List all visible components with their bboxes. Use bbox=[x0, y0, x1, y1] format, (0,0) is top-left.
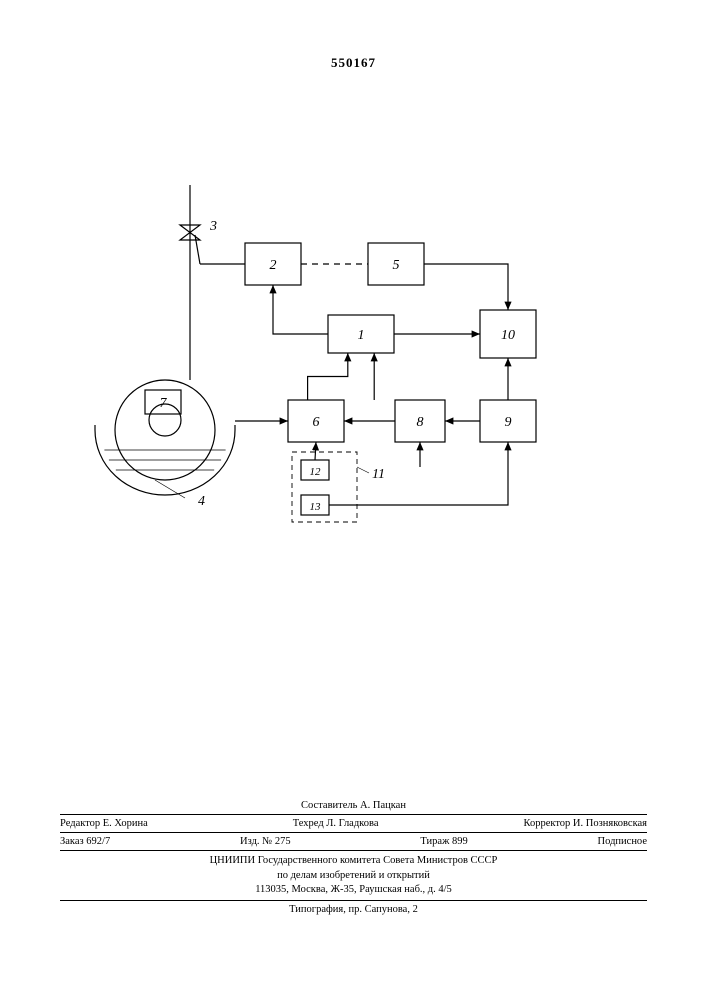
corrector: Корректор И. Позняковская bbox=[524, 818, 648, 829]
compiler-line: Составитель А. Пацкан bbox=[60, 800, 647, 814]
schematic-diagram: 34125106897121311 bbox=[60, 100, 620, 560]
org-line-2: по делам изобретений и открытий bbox=[60, 869, 647, 883]
imprint-footer: Составитель А. Пацкан Редактор Е. Хорина… bbox=[60, 800, 647, 915]
organization-block: ЦНИИПИ Государственного комитета Совета … bbox=[60, 850, 647, 897]
svg-text:10: 10 bbox=[501, 328, 515, 343]
svg-text:1: 1 bbox=[358, 328, 365, 343]
order-row: Заказ 692/7 Изд. № 275 Тираж 899 Подписн… bbox=[60, 832, 647, 850]
svg-text:12: 12 bbox=[310, 466, 322, 478]
tech-editor: Техред Л. Гладкова bbox=[293, 818, 379, 829]
svg-text:6: 6 bbox=[313, 415, 320, 430]
org-line-3: 113035, Москва, Ж-35, Раушская наб., д. … bbox=[60, 883, 647, 897]
edition-number: Изд. № 275 bbox=[240, 836, 291, 847]
svg-text:7: 7 bbox=[160, 396, 168, 411]
typography-line: Типография, пр. Сапунова, 2 bbox=[60, 900, 647, 915]
editor: Редактор Е. Хорина bbox=[60, 818, 148, 829]
svg-text:13: 13 bbox=[310, 501, 322, 513]
svg-text:2: 2 bbox=[270, 258, 277, 273]
circulation: Тираж 899 bbox=[420, 836, 467, 847]
svg-text:8: 8 bbox=[417, 415, 424, 430]
svg-text:11: 11 bbox=[372, 467, 385, 482]
svg-text:4: 4 bbox=[198, 494, 205, 509]
svg-text:9: 9 bbox=[505, 415, 512, 430]
svg-text:3: 3 bbox=[209, 219, 217, 234]
svg-text:5: 5 bbox=[393, 258, 400, 273]
subscription: Подписное bbox=[598, 836, 647, 847]
credits-row: Редактор Е. Хорина Техред Л. Гладкова Ко… bbox=[60, 814, 647, 832]
org-line-1: ЦНИИПИ Государственного комитета Совета … bbox=[60, 854, 647, 868]
order-number: Заказ 692/7 bbox=[60, 836, 110, 847]
patent-number: 550167 bbox=[0, 55, 707, 71]
